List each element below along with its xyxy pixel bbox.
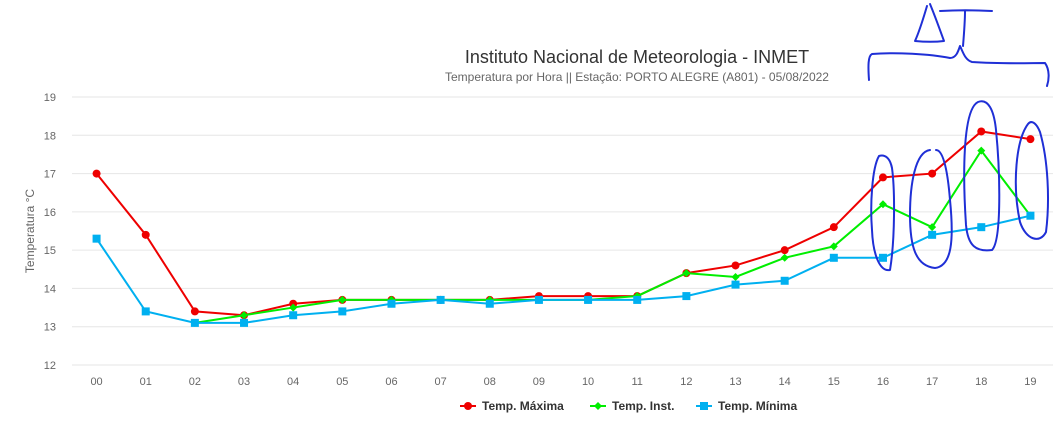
y-tick-label: 16 xyxy=(44,207,56,219)
legend-item[interactable]: Temp. Máxima xyxy=(460,399,564,413)
handwritten-annotations xyxy=(867,3,1050,272)
series-line xyxy=(95,214,1031,324)
x-tick-label: 07 xyxy=(435,376,447,388)
x-tick-label: 13 xyxy=(729,376,741,388)
data-point[interactable] xyxy=(780,276,789,285)
data-point[interactable] xyxy=(928,230,937,239)
x-tick-label: 03 xyxy=(238,376,250,388)
data-point[interactable] xyxy=(141,307,150,316)
data-point[interactable] xyxy=(780,253,789,262)
annotation-delta-symbol xyxy=(914,3,945,43)
data-point[interactable] xyxy=(1026,135,1035,144)
annotation-brace xyxy=(867,45,1050,87)
data-point[interactable] xyxy=(387,299,396,308)
x-tick-label: 09 xyxy=(533,376,545,388)
data-point[interactable] xyxy=(289,303,298,312)
series-2 xyxy=(92,211,1035,327)
legend-label: Temp. Máxima xyxy=(482,399,564,413)
x-tick-label: 19 xyxy=(1024,376,1036,388)
annotation-oval-18 xyxy=(963,100,1001,252)
data-point[interactable] xyxy=(731,280,740,289)
data-point[interactable] xyxy=(878,173,887,182)
annotation-t-symbol xyxy=(939,9,993,47)
x-tick-label: 14 xyxy=(779,376,791,388)
data-point[interactable] xyxy=(289,311,298,320)
data-point[interactable] xyxy=(584,295,593,304)
data-point[interactable] xyxy=(92,169,101,178)
legend-marker[interactable] xyxy=(594,402,602,410)
y-tick-label: 14 xyxy=(44,283,56,295)
x-tick-label: 16 xyxy=(877,376,889,388)
y-tick-label: 19 xyxy=(44,92,56,104)
annotation-oval-19 xyxy=(1014,121,1049,240)
data-point[interactable] xyxy=(1026,211,1035,220)
x-tick-label: 18 xyxy=(975,376,987,388)
chart-subtitle: Temperatura por Hora || Estação: PORTO A… xyxy=(445,70,829,84)
data-point[interactable] xyxy=(240,311,249,320)
data-point[interactable] xyxy=(682,269,691,278)
data-point[interactable] xyxy=(485,299,494,308)
series-line xyxy=(194,148,1032,324)
data-point[interactable] xyxy=(338,307,347,316)
data-point[interactable] xyxy=(731,261,740,270)
x-tick-label: 12 xyxy=(680,376,692,388)
legend-marker[interactable] xyxy=(464,402,472,410)
legend-item[interactable]: Temp. Mínima xyxy=(696,399,797,413)
data-point[interactable] xyxy=(878,200,887,209)
data-point[interactable] xyxy=(534,295,543,304)
data-point[interactable] xyxy=(829,223,838,232)
y-tick-label: 18 xyxy=(44,130,56,142)
legend[interactable]: Temp. Máxima Temp. Inst. Temp. Mínima xyxy=(460,399,797,413)
x-axis-ticks: 00 01 02 03 04 05 06 07 08 09 10 11 12 13 14 15 16 17 18 19 xyxy=(90,376,1036,388)
annotation-oval-16 xyxy=(870,154,896,272)
data-point[interactable] xyxy=(977,223,986,232)
data-point[interactable] xyxy=(338,295,347,304)
x-tick-label: 15 xyxy=(828,376,840,388)
annotation-oval-17 xyxy=(909,149,953,269)
legend-item[interactable]: Temp. Inst. xyxy=(590,399,674,413)
legend-marker[interactable] xyxy=(700,402,708,410)
data-point[interactable] xyxy=(190,318,199,327)
legend-label: Temp. Mínima xyxy=(718,399,797,413)
data-point[interactable] xyxy=(190,307,199,316)
legend-label: Temp. Inst. xyxy=(612,399,674,413)
data-point[interactable] xyxy=(731,272,740,281)
x-tick-label: 02 xyxy=(189,376,201,388)
data-point[interactable] xyxy=(141,230,150,239)
x-tick-label: 01 xyxy=(140,376,152,388)
y-tick-label: 12 xyxy=(44,360,56,372)
data-point[interactable] xyxy=(878,253,887,262)
data-point[interactable] xyxy=(977,127,986,136)
x-tick-label: 11 xyxy=(632,376,643,388)
data-point[interactable] xyxy=(633,295,642,304)
chart-title: Instituto Nacional de Meteorologia - INM… xyxy=(465,47,809,67)
data-point[interactable] xyxy=(977,146,986,155)
y-tick-label: 13 xyxy=(44,322,56,334)
x-tick-label: 06 xyxy=(385,376,397,388)
grid xyxy=(72,96,1053,366)
x-tick-label: 00 xyxy=(90,376,102,388)
x-tick-label: 08 xyxy=(484,376,496,388)
data-point[interactable] xyxy=(682,292,691,301)
data-point[interactable] xyxy=(92,234,101,243)
data-point[interactable] xyxy=(436,295,445,304)
x-tick-label: 04 xyxy=(287,376,299,388)
data-point[interactable] xyxy=(829,242,838,251)
series-lines xyxy=(92,127,1035,327)
y-tick-label: 17 xyxy=(44,169,56,181)
y-axis-title: Temperatura °C xyxy=(23,189,37,273)
data-point[interactable] xyxy=(928,223,937,232)
y-axis-ticks: 12 13 14 15 16 17 18 19 xyxy=(44,92,56,372)
x-tick-label: 05 xyxy=(336,376,348,388)
data-point[interactable] xyxy=(928,169,937,178)
x-tick-label: 17 xyxy=(926,376,938,388)
data-point[interactable] xyxy=(829,253,838,262)
data-point[interactable] xyxy=(240,318,249,327)
series-line xyxy=(95,130,1031,317)
x-tick-label: 10 xyxy=(582,376,594,388)
data-point[interactable] xyxy=(780,246,789,255)
y-tick-label: 15 xyxy=(44,245,56,257)
